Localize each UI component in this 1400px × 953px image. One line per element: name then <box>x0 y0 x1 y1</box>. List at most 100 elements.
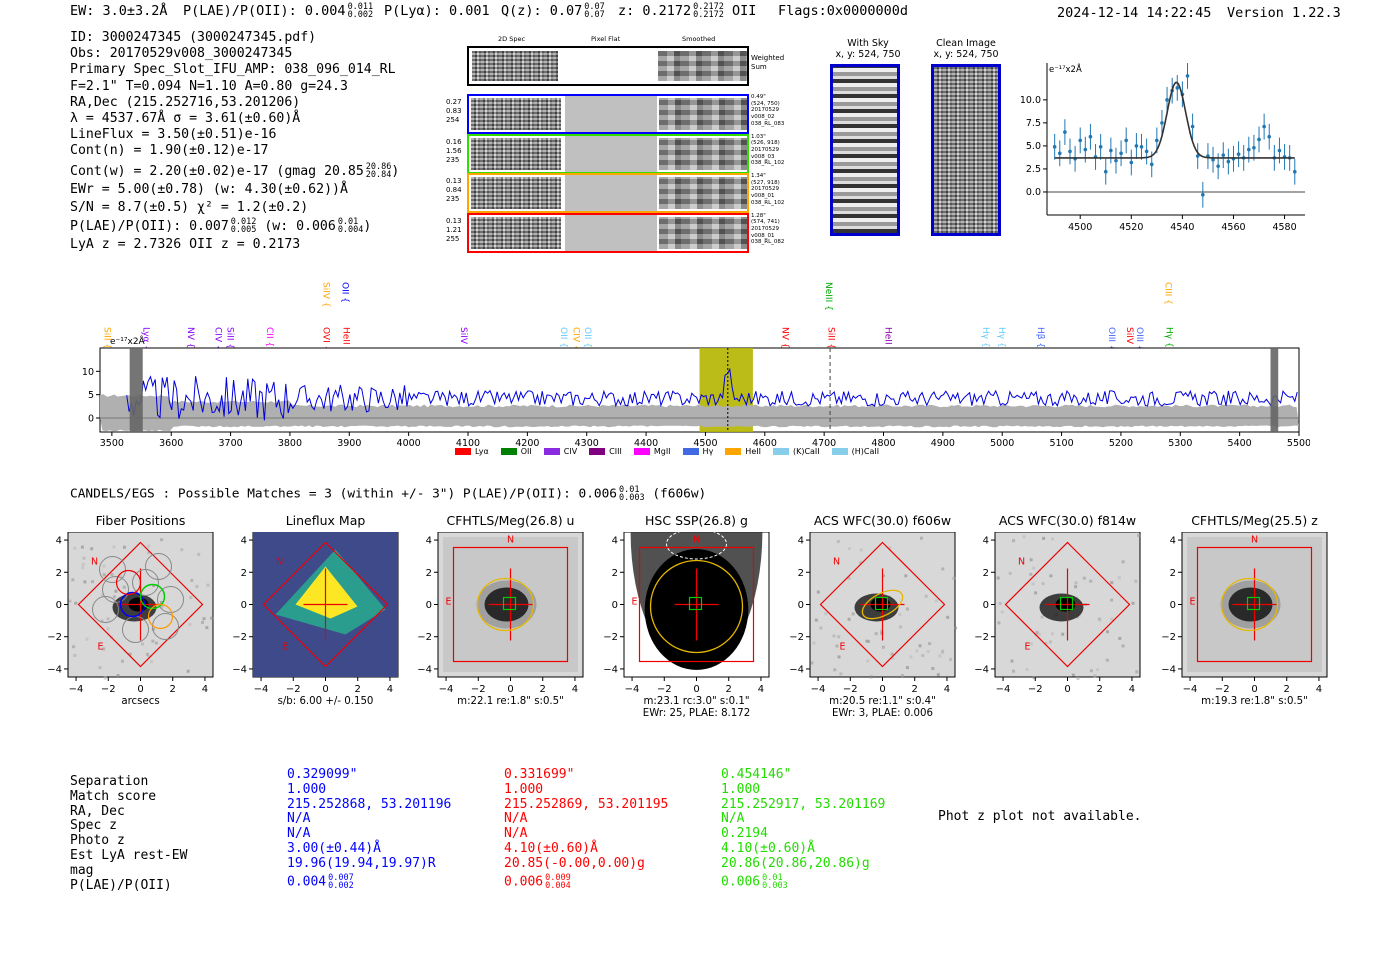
fiber-pixelflat <box>565 96 657 132</box>
zoom-data-point <box>1135 144 1139 148</box>
cutout-f814w: NE−4 −2 0 2 4−4−2024 <box>973 532 1158 717</box>
cutout-noise-pixel <box>90 547 93 550</box>
cutout-caption: s/b: 6.00 +/- 0.150 <box>233 696 418 708</box>
fiber-smoothed <box>659 138 747 170</box>
spectrum-xtick-label: 4900 <box>931 438 955 449</box>
cutout-noise-pixel <box>1032 582 1035 585</box>
cutout-noise-pixel <box>904 574 907 577</box>
cutout-noise-pixel <box>83 580 86 583</box>
fiber-meta-line: 20170529 <box>751 147 784 154</box>
cutout-noise-pixel <box>102 565 105 568</box>
cutout-noise-pixel <box>197 553 200 556</box>
cutout-ytick-label: 2 <box>983 568 989 579</box>
spectrum-unit-label: e⁻¹⁷x2Å <box>110 335 146 347</box>
legend-label: HeII <box>745 447 761 456</box>
cutout-noise-pixel <box>123 586 126 589</box>
cutout-noise-pixel <box>906 666 909 669</box>
cutout-noise-pixel <box>1011 660 1014 663</box>
fiber-row-meta: 1.34" (527, 918) 20170529 v008_01 038_RL_102 <box>751 173 784 207</box>
zoom-data-point <box>1124 139 1128 143</box>
match-value: 4.10(±0.60)Å <box>504 842 668 857</box>
compass-e: E <box>839 642 845 653</box>
zoom-data-point <box>1201 193 1205 197</box>
zoom-xtick-label: 4540 <box>1170 222 1194 233</box>
fiber-meta-line: (526, 918) <box>751 140 784 147</box>
matches-plae-lo: 0.003 <box>619 494 645 502</box>
cutout-noise-pixel <box>81 546 84 549</box>
zoom-data-point <box>1237 152 1241 156</box>
clean-xy: x, y: 524, 750 <box>929 49 1003 60</box>
zoom-data-point <box>1119 151 1123 155</box>
cutout-g: NE−4 −2 0 2 4−4−2024 <box>602 532 787 717</box>
cutout-noise-pixel <box>155 642 158 645</box>
cutout-ytick-label: −4 <box>417 664 432 675</box>
label-mag: mag <box>70 864 187 879</box>
cutout-noise-pixel <box>1083 577 1086 580</box>
cutout-ytick-label: 0 <box>426 600 432 611</box>
compass-e: E <box>1189 597 1195 608</box>
cutout-noise-pixel <box>1118 637 1121 640</box>
match-value: 0.454146" <box>721 768 885 783</box>
cutout-noise-pixel <box>952 577 955 580</box>
spec-line-marker: NeIII { <box>823 282 833 311</box>
cutout-ytick-label: 2 <box>612 568 618 579</box>
cutout-noise-pixel <box>73 654 76 657</box>
fiber-stat: 0.84 <box>446 186 462 195</box>
cutout-noise-pixel <box>147 545 150 548</box>
info-plae-w-lo: 0.004 <box>338 226 364 234</box>
cutout-noise-pixel <box>925 595 928 598</box>
legend-swatch <box>589 448 605 455</box>
cutout-noise-pixel <box>833 668 836 671</box>
fiber-meta-line: 20170529 <box>751 226 784 233</box>
info-line-contn: Cont(n) = 1.90(±0.12)e-17 <box>70 143 399 159</box>
cutout-noise-pixel <box>123 546 126 549</box>
fiber-stat: 1.21 <box>446 226 462 235</box>
cutout-noise-pixel <box>901 674 904 677</box>
cutout-noise-pixel <box>141 642 144 645</box>
zoom-data-point <box>1175 86 1179 90</box>
cutout-lineflux: NE−4 −2 0 2 4−4−2024 <box>231 532 416 717</box>
match-plae-value: 0.006 <box>504 874 543 889</box>
matches-title-text: CANDELS/EGS : Possible Matches = 3 (with… <box>70 487 617 502</box>
weighted-pixelflat <box>561 48 657 84</box>
cutout-xtick-label: 4 <box>387 684 393 695</box>
fiber-stat: 0.83 <box>446 107 462 116</box>
cutout-noise-pixel <box>1106 659 1109 662</box>
cutout-xtick-label: −4 <box>69 684 84 695</box>
col-title-pixelflat: Pixel Flat <box>591 35 620 43</box>
col-title-2dspec: 2D Spec <box>498 35 525 43</box>
info-plae-w: (w: 0.006 <box>264 219 335 234</box>
cutout-title: Lineflux Map <box>243 513 408 528</box>
fiber-smoothed <box>659 98 747 130</box>
fiber-meta-line: v008_01 <box>751 233 784 240</box>
fiber-meta-line: 038_RL_102 <box>751 160 784 167</box>
cutout-noise-pixel <box>1110 599 1113 602</box>
cutout-noise-pixel <box>815 619 818 622</box>
cutout-caption-line: m:23.1 rc:3.0" s:0.1" <box>604 696 789 708</box>
cutout-noise-pixel <box>113 595 116 598</box>
legend-item: OII <box>501 447 532 456</box>
cutout-ytick-label: 4 <box>426 536 432 547</box>
zoom-data-point <box>1252 146 1256 150</box>
legend-swatch <box>544 448 560 455</box>
cutout-noise-pixel <box>906 608 909 611</box>
cutout-noise-pixel <box>82 563 85 566</box>
match-value: 215.252869, 53.201195 <box>504 798 668 813</box>
cutout-xtick-label: 4 <box>758 684 764 695</box>
cutout-ytick-label: −2 <box>1161 632 1176 643</box>
legend-item: MgII <box>634 447 671 456</box>
cutout-title: Fiber Positions <box>58 513 223 528</box>
fiber-smoothed <box>659 217 747 249</box>
fiber-row-panel <box>467 213 749 253</box>
cutout-noise-pixel <box>114 590 117 593</box>
fiber-2dspec <box>471 138 561 170</box>
cutout-xtick-label: 0 <box>137 684 143 695</box>
clean-title: Clean Image x, y: 524, 750 <box>929 38 1003 60</box>
fiber-meta-line: (574, 741) <box>751 219 784 226</box>
info-line-lineflux: LineFlux = 3.50(±0.51)e-16 <box>70 127 399 143</box>
cutout-xtick-label: 0 <box>1064 684 1070 695</box>
cutout-noise-pixel <box>1049 640 1052 643</box>
zoom-data-point <box>1129 161 1133 165</box>
header-qz: Q(z): 0.07 0.07 0.07 <box>501 3 605 19</box>
cutout-noise-pixel <box>848 547 851 550</box>
